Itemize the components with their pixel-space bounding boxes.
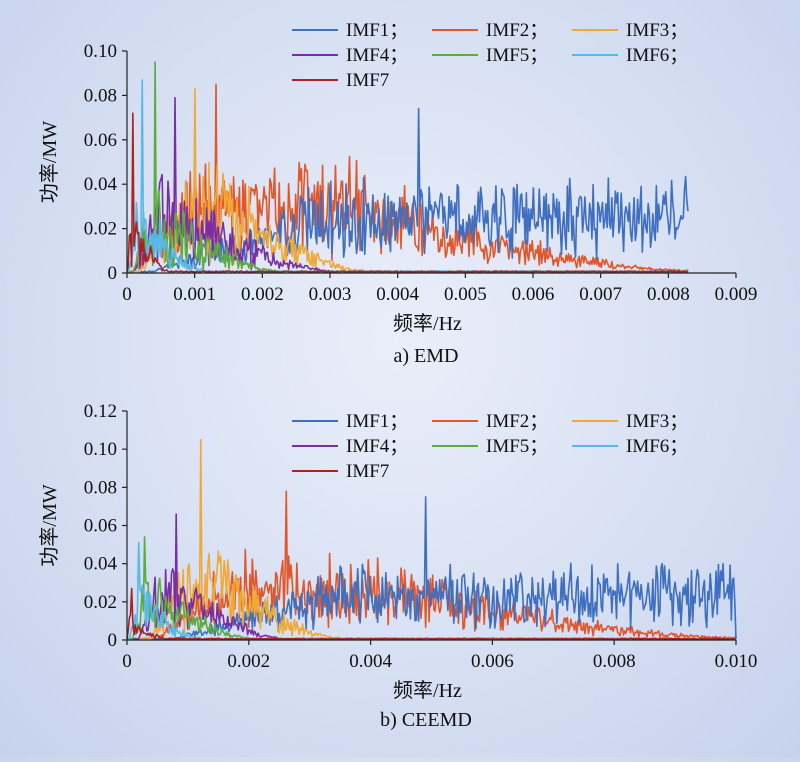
x-tick-label: 0.006 xyxy=(471,651,514,672)
x-tick-label: 0.010 xyxy=(715,651,758,672)
legend: IMF1； IMF2； IMF3； IMF4； IMF5； IMF6； IMF7 xyxy=(292,411,688,482)
series-line-imf2 xyxy=(126,490,737,641)
y-tick-label: 0.02 xyxy=(84,219,117,240)
legend-label: IMF5； xyxy=(486,436,548,457)
legend-label: IMF7 xyxy=(346,461,389,482)
legend-item-imf7: IMF7 xyxy=(292,70,389,91)
x-tick-label: 0.001 xyxy=(173,284,216,305)
x-tick-label: 0.002 xyxy=(227,651,270,672)
series-line-imf7 xyxy=(126,587,737,641)
x-tick-label: 0 xyxy=(122,284,132,305)
legend-label: IMF3； xyxy=(626,411,688,432)
legend-item-imf2: IMF2； xyxy=(432,411,548,432)
y-tick-label: 0 xyxy=(108,263,118,284)
legend-label: IMF5； xyxy=(486,45,548,66)
x-tick-label: 0.005 xyxy=(444,284,487,305)
y-tick-label: 0.04 xyxy=(84,554,118,575)
legend-item-imf3: IMF3； xyxy=(572,20,688,41)
y-tick-label: 0.10 xyxy=(84,439,117,460)
legend-label: IMF3； xyxy=(626,20,688,41)
x-tick-label: 0.006 xyxy=(512,284,555,305)
legend-label: IMF4； xyxy=(346,436,408,457)
y-tick-label: 0.04 xyxy=(84,174,118,195)
legend-item-imf6: IMF6； xyxy=(572,45,688,66)
chart-emd: 0 0.001 0.002 0.003 0.004 0.005 0.006 0.007 0.00… xyxy=(38,20,757,367)
x-tick-label: 0.008 xyxy=(593,651,636,672)
legend-item-imf4: IMF4； xyxy=(292,436,408,457)
y-tick-label: 0.08 xyxy=(84,85,117,106)
legend-label: IMF1； xyxy=(346,411,408,432)
x-tick-label: 0.007 xyxy=(579,284,622,305)
legend-item-imf1: IMF1； xyxy=(292,411,408,432)
series-line-imf3 xyxy=(126,87,689,273)
x-tick-label: 0.004 xyxy=(349,651,392,672)
x-tick-label: 0.002 xyxy=(241,284,284,305)
legend-item-imf4: IMF4； xyxy=(292,45,408,66)
y-tick-label: 0.08 xyxy=(84,477,117,498)
legend-item-imf3: IMF3； xyxy=(572,411,688,432)
legend-label: IMF6； xyxy=(626,436,688,457)
legend-item-imf7: IMF7 xyxy=(292,461,389,482)
chart-caption: b) CEEMD xyxy=(380,709,472,731)
legend-label: IMF2； xyxy=(486,20,548,41)
series-group xyxy=(126,61,689,273)
x-tick-label: 0.008 xyxy=(647,284,690,305)
legend: IMF1； IMF2； IMF3； IMF4； IMF5； IMF6； IMF7 xyxy=(292,20,688,91)
x-tick-label: 0.009 xyxy=(715,284,758,305)
series-group xyxy=(126,438,737,641)
x-axis-title: 频率/Hz xyxy=(393,312,462,335)
legend-label: IMF2； xyxy=(486,411,548,432)
series-line-imf1 xyxy=(127,496,737,641)
x-tick-label: 0.003 xyxy=(309,284,352,305)
y-tick-label: 0 xyxy=(108,630,118,651)
x-tick-label: 0 xyxy=(122,651,132,672)
legend-label: IMF6； xyxy=(626,45,688,66)
series-line-imf4 xyxy=(126,513,737,641)
y-axis-title: 功率/MW xyxy=(38,121,61,203)
x-tick-label: 0.004 xyxy=(376,284,419,305)
legend-item-imf5: IMF5； xyxy=(432,45,548,66)
chart-caption: a) EMD xyxy=(394,345,459,367)
series-line-imf7 xyxy=(126,112,689,273)
chart-ceemd: 0 0.002 0.004 0.006 0.008 0.010 0 0.02 0.04 0.06 0… xyxy=(38,401,757,731)
y-tick-label: 0.02 xyxy=(84,592,117,613)
legend-item-imf6: IMF6； xyxy=(572,436,688,457)
y-tick-label: 0.12 xyxy=(84,401,117,422)
legend-item-imf5: IMF5； xyxy=(432,436,548,457)
y-axis-title: 功率/MW xyxy=(38,484,61,566)
legend-item-imf2: IMF2； xyxy=(432,20,548,41)
y-tick-label: 0.10 xyxy=(84,41,117,62)
y-tick-label: 0.06 xyxy=(84,516,117,537)
legend-item-imf1: IMF1； xyxy=(292,20,408,41)
x-axis-title: 频率/Hz xyxy=(393,679,462,702)
y-tick-label: 0.06 xyxy=(84,130,117,151)
legend-label: IMF7 xyxy=(346,70,389,91)
legend-label: IMF4； xyxy=(346,45,408,66)
legend-label: IMF1； xyxy=(346,20,408,41)
